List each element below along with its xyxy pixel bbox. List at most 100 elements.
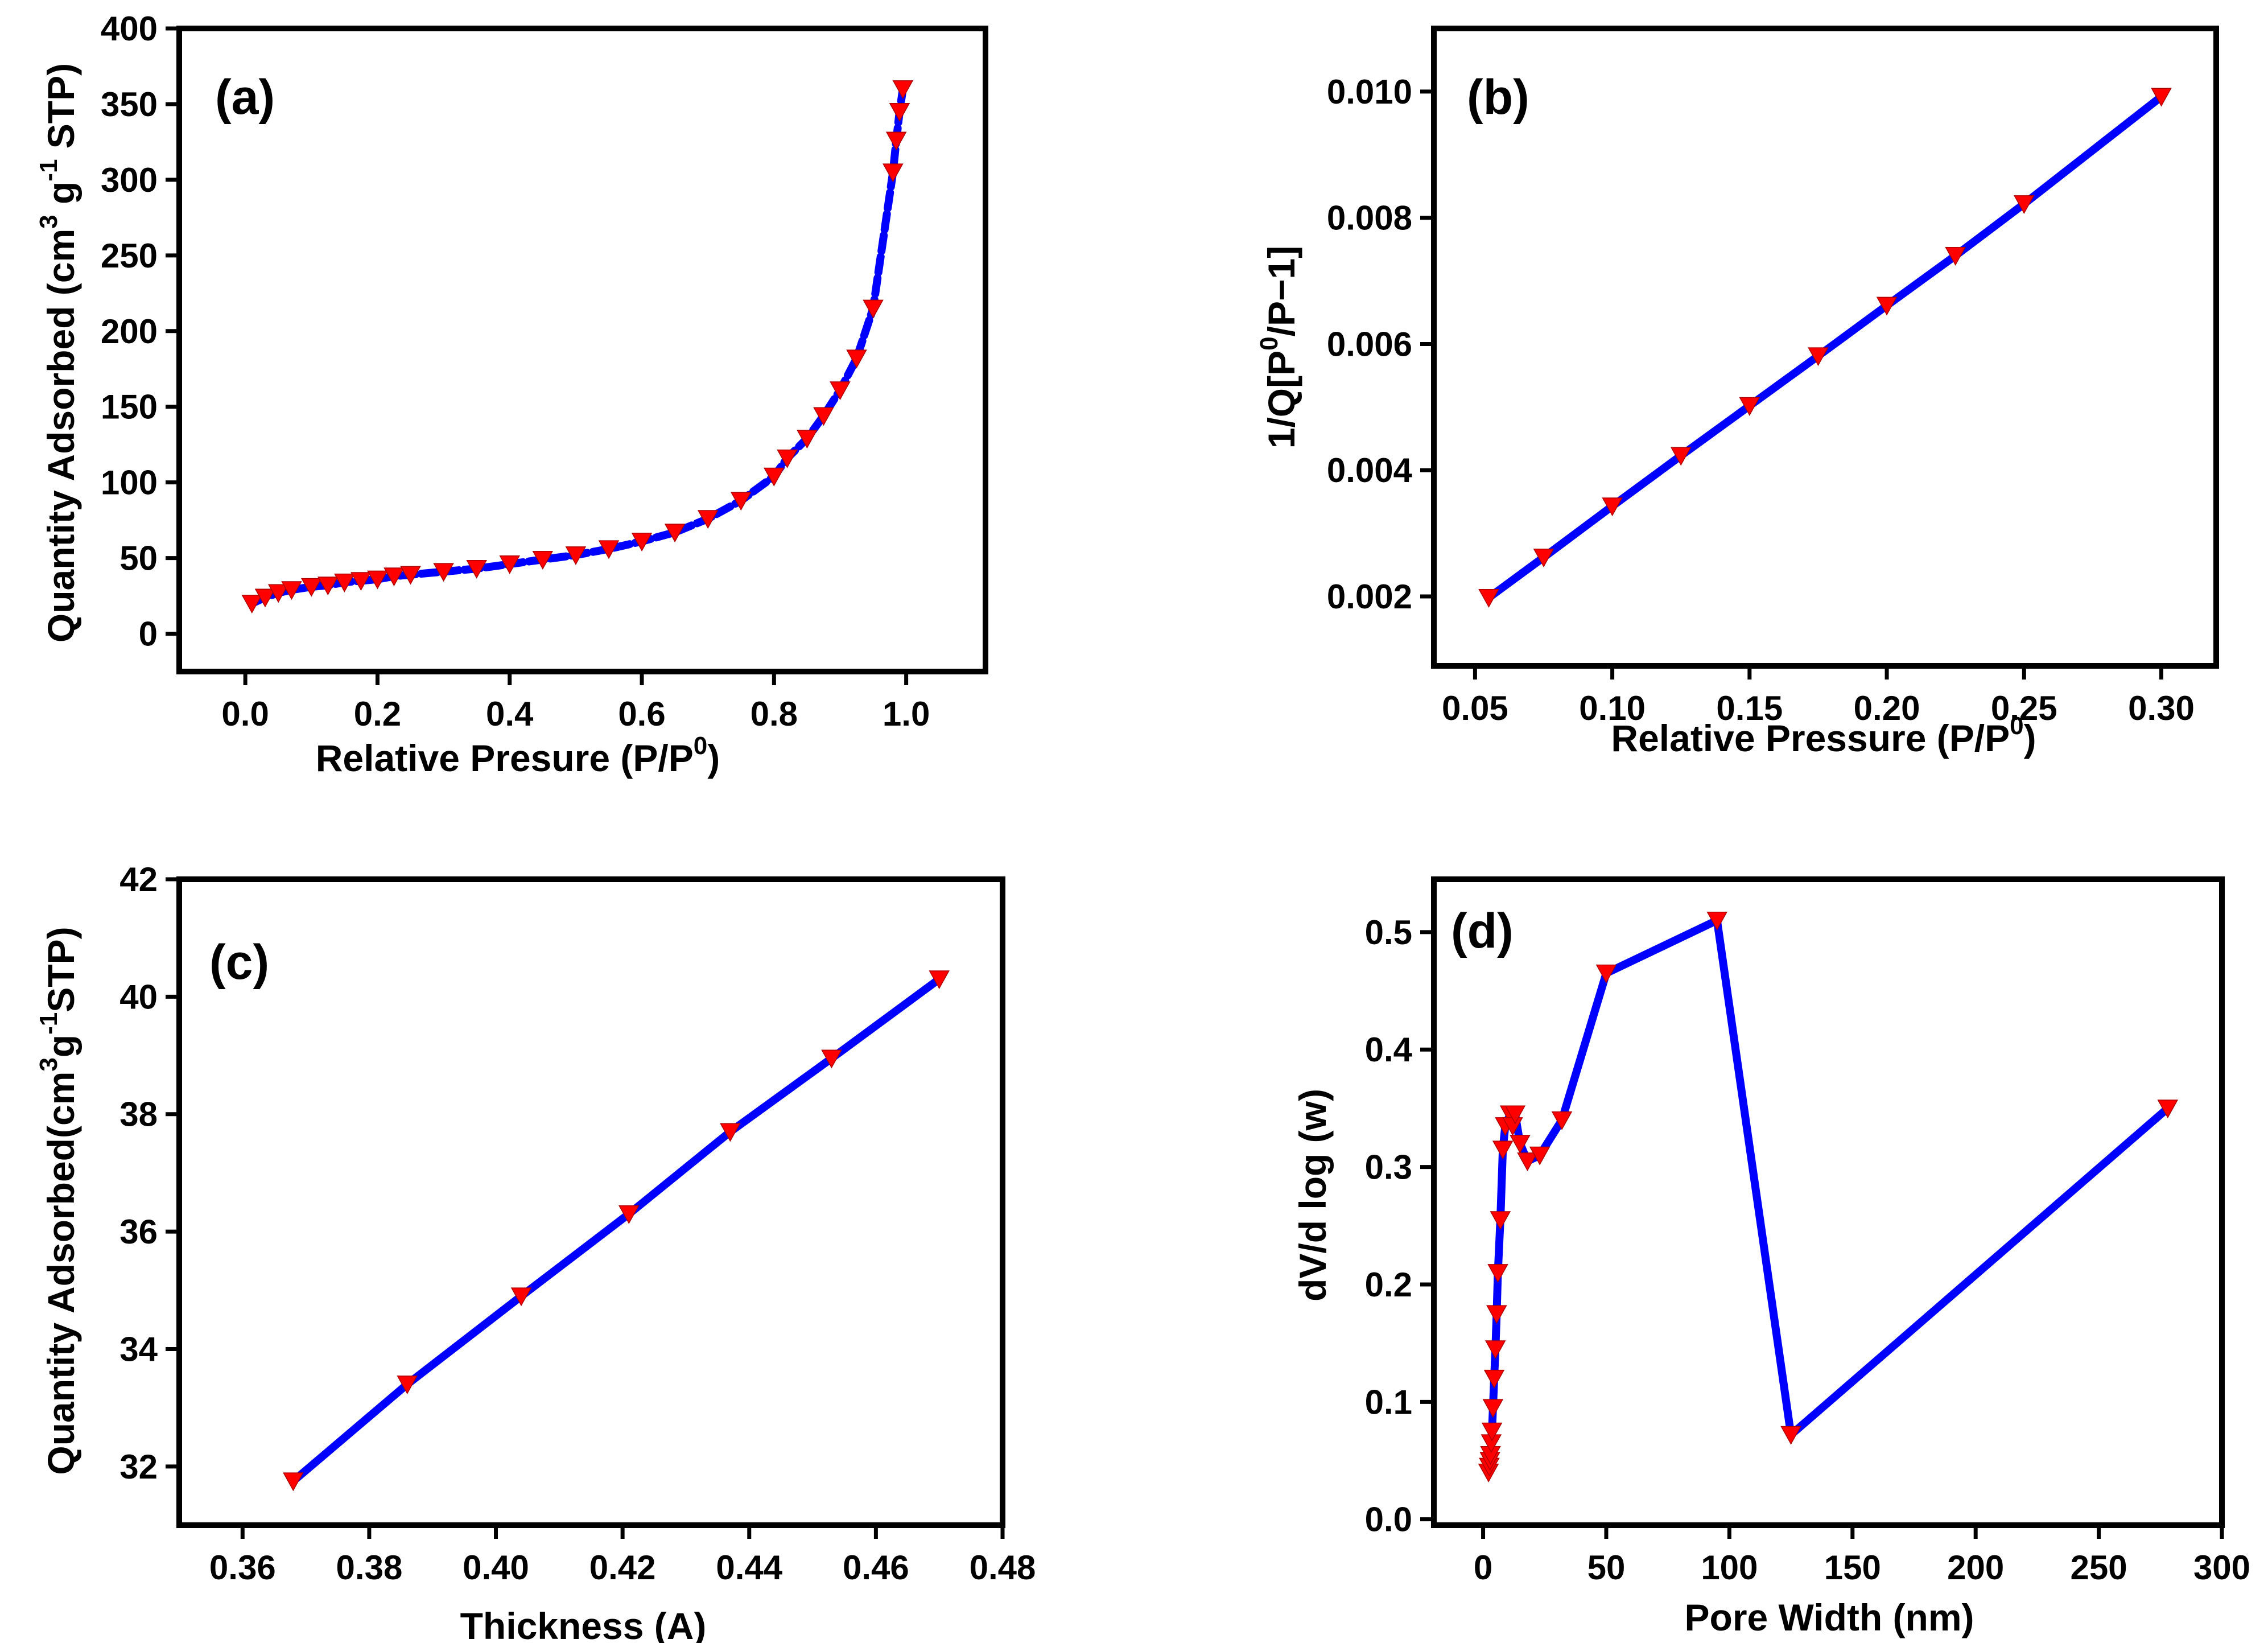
chart-panel-b: 0.05 0.10 0.15 0.20 0.25 0.30 0.002 0.004 0.006 0… xyxy=(1255,26,2219,759)
y-tick-label-a: 350 xyxy=(101,85,158,123)
x-tick-label-d: 250 xyxy=(2071,1549,2127,1587)
x-tick-label-d: 300 xyxy=(2193,1549,2250,1587)
y-tick-label-a: 150 xyxy=(101,388,158,426)
y-tick-label-a: 200 xyxy=(101,312,158,351)
data-point-c xyxy=(510,1287,532,1307)
data-point-a xyxy=(254,588,276,608)
x-tick-label-a: 0.4 xyxy=(486,695,534,733)
data-point-a xyxy=(334,573,355,592)
y-tick-label-d: 0.4 xyxy=(1365,1031,1413,1069)
y-tick-label-b: 0.006 xyxy=(1327,325,1412,363)
x-tick-label-a: 1.0 xyxy=(883,695,930,733)
y-axis-label-a: Quantity Adsorbed (cm3 g-1 STP) xyxy=(35,63,82,643)
data-point-c xyxy=(929,970,950,990)
data-point-a xyxy=(565,546,587,565)
data-point-a xyxy=(301,578,322,597)
data-point-b xyxy=(1739,397,1760,416)
x-tick-label-d: 50 xyxy=(1587,1549,1626,1587)
y-tick-label-b: 0.004 xyxy=(1327,451,1413,489)
data-point-a xyxy=(697,510,719,529)
x-tick-label-b: 0.15 xyxy=(1716,689,1783,727)
x-tick-label-c: 0.44 xyxy=(716,1549,782,1587)
data-point-a xyxy=(730,492,752,511)
data-point-d xyxy=(2157,1100,2179,1119)
data-point-a xyxy=(433,563,454,582)
data-point-a xyxy=(367,570,388,590)
y-tick-label-a: 0 xyxy=(139,615,158,653)
data-point-d xyxy=(1487,1264,1508,1283)
y-tick-label-c: 36 xyxy=(119,1213,158,1251)
x-tick-label-a: 0.2 xyxy=(354,695,401,733)
x-tick-label-c: 0.36 xyxy=(209,1549,276,1587)
data-point-d xyxy=(1484,1340,1506,1360)
x-tick-label-b: 0.25 xyxy=(1991,689,2057,727)
x-tick-label-a: 0.6 xyxy=(618,695,665,733)
x-axis-label-c: Thickness (A) xyxy=(460,1605,707,1643)
series-line-b xyxy=(1484,92,2166,602)
x-tick-label-b: 0.20 xyxy=(1854,689,1920,727)
y-tick-label-c: 38 xyxy=(119,1096,158,1134)
data-point-a xyxy=(863,299,884,319)
x-tick-label-d: 0 xyxy=(1474,1549,1492,1587)
data-point-c xyxy=(618,1205,640,1224)
data-point-d xyxy=(1510,1135,1531,1154)
panel-label-a: (a) xyxy=(215,70,275,125)
data-point-a xyxy=(830,381,851,401)
data-point-b xyxy=(2151,88,2172,107)
y-tick-label-d: 0.2 xyxy=(1365,1266,1412,1304)
data-point-a xyxy=(797,430,818,449)
data-point-d xyxy=(1529,1146,1551,1166)
data-point-d xyxy=(1780,1426,1801,1445)
data-point-d xyxy=(1492,1140,1514,1160)
data-point-d xyxy=(1490,1211,1511,1230)
data-point-a xyxy=(466,560,487,579)
x-tick-label-c: 0.38 xyxy=(336,1549,403,1587)
chart-panel-a: 0.0 0.2 0.4 0.6 0.8 1.0 0 50 100 150 200 250 300 350 4… xyxy=(35,10,988,779)
y-tick-label-d: 0.0 xyxy=(1365,1501,1412,1539)
y-axis-label-c: Quantity Adsorbed(cm3g-1STP) xyxy=(35,926,82,1475)
x-tick-label-c: 0.42 xyxy=(589,1549,656,1587)
plot-frame-a xyxy=(176,26,988,674)
x-axis-label-d: Pore Width (nm) xyxy=(1684,1596,1974,1638)
data-point-d xyxy=(1517,1152,1538,1171)
data-point-c xyxy=(821,1049,842,1069)
data-point-d xyxy=(1706,912,1728,930)
data-point-d xyxy=(1486,1305,1507,1324)
y-tick-label-a: 250 xyxy=(101,237,158,275)
data-point-a xyxy=(892,80,914,100)
x-tick-label-d: 100 xyxy=(1701,1549,1758,1587)
y-tick-label-a: 50 xyxy=(119,540,158,578)
y-tick-label-c: 34 xyxy=(119,1330,158,1368)
x-axis-label-b: Relative Pressure (P/P0) xyxy=(1611,712,2036,759)
data-point-a xyxy=(813,407,834,426)
y-axis-label-d: dV/d log (w) xyxy=(1292,1089,1334,1302)
y-tick-label-a: 300 xyxy=(101,161,158,199)
y-tick-label-d: 0.3 xyxy=(1365,1148,1412,1187)
data-point-a xyxy=(777,449,798,468)
data-point-b xyxy=(1945,247,1966,266)
y-tick-label-d: 0.5 xyxy=(1365,913,1412,952)
plot-frame-b xyxy=(1431,26,2219,669)
data-point-b xyxy=(1478,589,1499,608)
data-point-a xyxy=(598,540,620,559)
plot-frame-d xyxy=(1431,876,2225,1528)
data-point-b xyxy=(2014,195,2035,214)
y-tick-label-b: 0.008 xyxy=(1327,199,1412,237)
data-point-b xyxy=(1808,347,1829,367)
data-point-d xyxy=(1595,964,1617,983)
data-point-a xyxy=(267,584,289,603)
data-point-a xyxy=(350,572,372,591)
data-point-d xyxy=(1482,1399,1504,1418)
y-tick-label-c: 40 xyxy=(119,978,158,1016)
data-point-a xyxy=(532,551,554,570)
x-tick-label-c: 0.48 xyxy=(970,1549,1036,1587)
data-point-a xyxy=(883,163,904,183)
data-point-a xyxy=(384,567,405,587)
y-tick-label-d: 0.1 xyxy=(1365,1383,1412,1421)
y-tick-label-b: 0.002 xyxy=(1327,578,1412,616)
data-point-a xyxy=(664,524,686,543)
chart-panel-d: 0 50 100 150 200 250 300 0.0 0.1 0.2 0.3 0.4 0.5 (d) P… xyxy=(1292,876,2250,1638)
x-tick-label-c: 0.46 xyxy=(843,1549,909,1587)
y-tick-label-c: 32 xyxy=(119,1448,158,1486)
